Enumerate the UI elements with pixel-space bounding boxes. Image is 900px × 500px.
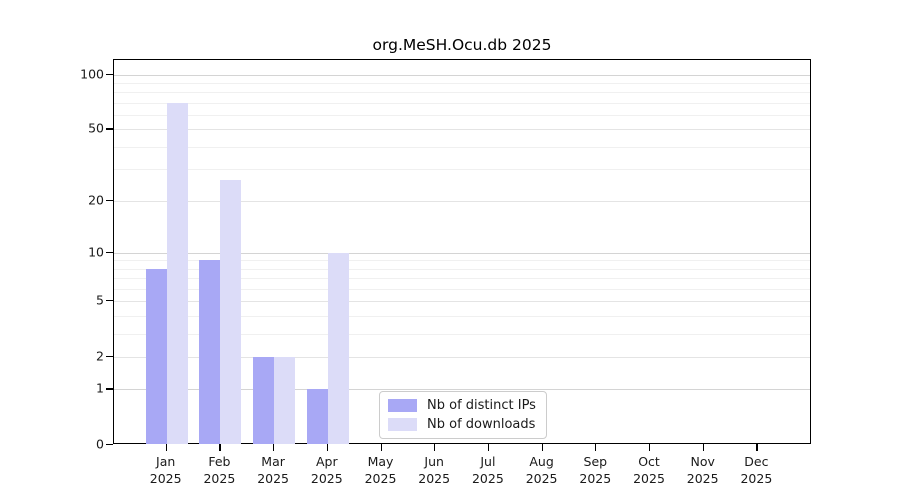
gridline-minor: [114, 114, 810, 116]
y-tick-label: 5: [96, 292, 104, 308]
bar-downloads: [327, 252, 349, 444]
x-tick-mark: [756, 444, 758, 451]
x-tick-label: Nov 2025: [686, 454, 719, 486]
y-tick-mark: [106, 355, 113, 357]
gridline-minor: [114, 333, 810, 335]
x-tick-label: Feb 2025: [203, 454, 236, 486]
x-tick-mark: [326, 444, 328, 451]
plot-area: Nb of distinct IPs Nb of downloads: [113, 59, 811, 444]
legend-item-downloads: Nb of downloads: [388, 417, 536, 432]
bar-distinct-ips: [145, 268, 167, 444]
gridline-minor: [114, 169, 810, 171]
bar-distinct-ips: [253, 356, 275, 444]
x-tick-label: Jul 2025: [471, 454, 504, 486]
bar-downloads: [274, 356, 296, 444]
gridline-minor: [114, 278, 810, 280]
y-tick-label: 100: [80, 66, 104, 81]
gridline-minor: [114, 315, 810, 317]
y-tick-mark: [106, 251, 113, 253]
x-tick-label: Mar 2025: [257, 454, 289, 486]
x-tick-mark: [541, 444, 543, 451]
x-tick-mark: [487, 444, 490, 451]
y-tick-label: 0: [96, 436, 104, 452]
x-tick-mark: [380, 444, 382, 451]
gridline-minor: [114, 268, 810, 270]
x-tick-label: Dec 2025: [740, 454, 773, 486]
y-tick-label: 10: [88, 244, 104, 259]
gridline: [114, 356, 810, 358]
legend-label-downloads: Nb of downloads: [427, 417, 536, 432]
gridline-minor: [114, 92, 810, 94]
legend-label-distinct-ips: Nb of distinct IPs: [427, 398, 536, 413]
x-tick-mark: [273, 444, 275, 451]
y-tick-mark: [106, 444, 113, 446]
y-tick-label: 20: [88, 192, 104, 208]
x-tick-mark: [702, 444, 704, 451]
legend-swatch-distinct-ips-icon: [388, 399, 417, 412]
y-tick-mark: [106, 199, 113, 201]
y-tick-mark: [106, 300, 113, 302]
x-tick-mark: [434, 444, 436, 451]
y-tick-label: 50: [88, 120, 104, 136]
gridline-major: [114, 389, 810, 391]
y-tick-label: 1: [96, 380, 104, 396]
gridline-major: [114, 252, 810, 254]
y-tick-mark: [106, 73, 113, 75]
bar-distinct-ips: [306, 389, 328, 444]
x-tick-label: Oct 2025: [633, 454, 665, 486]
x-tick-mark: [595, 444, 597, 451]
gridline-minor: [114, 102, 810, 104]
x-tick-label: May 2025: [364, 454, 397, 486]
gridline-major: [114, 74, 810, 76]
y-tick-mark: [106, 388, 113, 390]
x-tick-label: Jan 2025: [149, 454, 182, 486]
bar-downloads: [220, 180, 242, 444]
chart-title: org.MeSH.Ocu.db 2025: [372, 36, 552, 54]
legend-swatch-downloads-icon: [388, 418, 417, 431]
x-tick-mark: [219, 444, 221, 451]
x-tick-mark: [165, 444, 167, 451]
legend-item-distinct-ips: Nb of distinct IPs: [388, 398, 536, 413]
y-tick-label: 2: [96, 348, 104, 364]
gridline: [114, 301, 810, 303]
gridline-minor: [114, 82, 810, 84]
legend: Nb of distinct IPs Nb of downloads: [379, 391, 547, 439]
x-tick-mark: [649, 444, 651, 451]
x-tick-label: Jun 2025: [418, 454, 451, 486]
y-tick-mark: [106, 128, 113, 130]
bar-downloads: [166, 102, 188, 444]
gridline: [114, 200, 810, 202]
x-tick-label: Sep 2025: [579, 454, 612, 486]
gridline: [114, 129, 810, 131]
gridline-minor: [114, 260, 810, 262]
x-tick-label: Apr 2025: [310, 454, 343, 486]
bar-distinct-ips: [199, 260, 221, 444]
gridline-minor: [114, 146, 810, 148]
x-tick-label: Aug 2025: [525, 454, 558, 486]
gridline-minor: [114, 288, 810, 290]
